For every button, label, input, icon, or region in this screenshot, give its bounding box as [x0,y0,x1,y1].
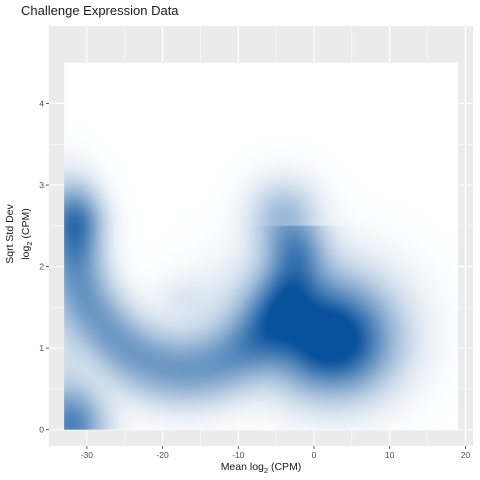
x-tick-label: 0 [312,450,317,460]
y-tick-label: 4 [39,98,44,108]
density-raster [64,62,459,430]
x-tick-label: -30 [81,450,94,460]
x-tick-label: -20 [156,450,169,460]
y-tick-label: 0 [39,425,44,435]
y-axis-title-line1: Sqrt Std Dev [4,203,16,263]
x-tick-label: 10 [385,450,395,460]
y-axis-title-line2: log2 (CPM) [20,208,34,259]
y-tick-label: 3 [39,180,44,190]
x-tick-label: 20 [461,450,471,460]
y-tick-label: 2 [39,262,44,272]
x-tick-label: -10 [232,450,245,460]
x-axis-title: Mean log2 (CPM) [221,461,302,475]
y-axis: 0 1 2 3 4 [39,98,49,435]
chart-title: Challenge Expression Data [21,3,179,18]
y-tick-label: 1 [39,343,44,353]
x-axis: -30 -20 -10 0 10 20 [81,446,471,460]
density-layer [64,62,459,430]
